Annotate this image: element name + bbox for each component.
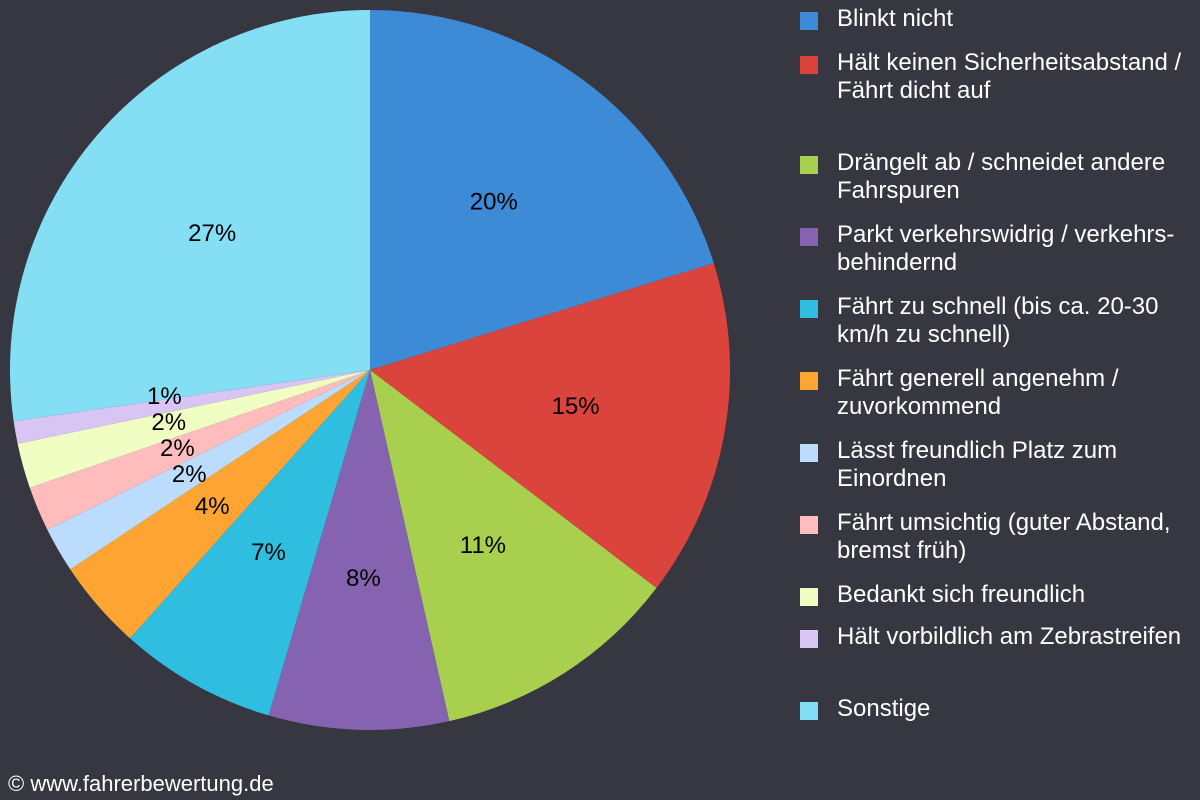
legend-swatch [800, 12, 818, 30]
legend-label: Hält vorbildlich am Zebrastreifen [837, 623, 1182, 650]
legend-swatch [800, 372, 818, 390]
pie-slice [17, 370, 370, 488]
legend-swatch [800, 588, 818, 606]
legend-swatch [800, 56, 818, 74]
pie-chart: 20%15%11%8%7%4%2%2%2%1%27% [9, 10, 730, 730]
pie-slice [370, 10, 714, 370]
legend-label: Lässt freundlich Platz zum Einordnen [837, 437, 1118, 492]
legend-swatch [800, 228, 818, 246]
slice-value-label: 2% [160, 435, 195, 462]
pie-slice [13, 370, 370, 444]
slice-value-label: 27% [188, 220, 236, 247]
legend-swatch [800, 630, 818, 648]
legend-label: Parkt verkehrswidrig / verkehrs-behinder… [837, 221, 1175, 276]
legend-swatch [800, 300, 818, 318]
pie-slice [70, 370, 371, 639]
pie-slice [370, 263, 730, 589]
legend-label: Drängelt ab / schneidet andere Fahrspure… [837, 149, 1166, 204]
legend-label: Hält keinen Sicherheitsabstand / Fährt d… [837, 49, 1182, 104]
copyright-notice: © www.fahrerbewertung.de [8, 771, 274, 796]
legend-label: Fährt zu schnell (bis ca. 20-30 km/h zu … [837, 293, 1159, 348]
slice-value-label: 1% [147, 383, 182, 410]
legend-label: Bedankt sich freundlich [837, 581, 1086, 608]
legend-label: Blinkt nicht [837, 5, 954, 32]
pie-slice [268, 370, 450, 730]
slice-value-label: 8% [346, 565, 381, 592]
legend-swatch [800, 516, 818, 534]
legend-label: Fährt umsichtig (guter Abstand, bremst f… [837, 509, 1171, 564]
legend-swatch [800, 702, 818, 720]
pie-slice [9, 10, 371, 422]
pie-slice [47, 370, 370, 570]
slice-value-label: 2% [151, 409, 186, 436]
slice-value-label: 11% [460, 532, 506, 559]
legend-label: Sonstige [837, 695, 931, 722]
legend-label: Fährt generell angenehm / zuvorkommend [837, 365, 1119, 420]
slice-value-label: 20% [470, 188, 518, 215]
legend-swatch [800, 444, 818, 462]
slice-value-label: 4% [195, 493, 230, 520]
pie-slice [370, 370, 657, 722]
pie-slice [29, 370, 371, 530]
slice-value-label: 2% [172, 461, 207, 488]
legend-swatch [800, 156, 818, 174]
pie-slice [129, 370, 370, 716]
slice-value-label: 7% [251, 539, 286, 566]
slice-value-label: 15% [552, 393, 600, 420]
